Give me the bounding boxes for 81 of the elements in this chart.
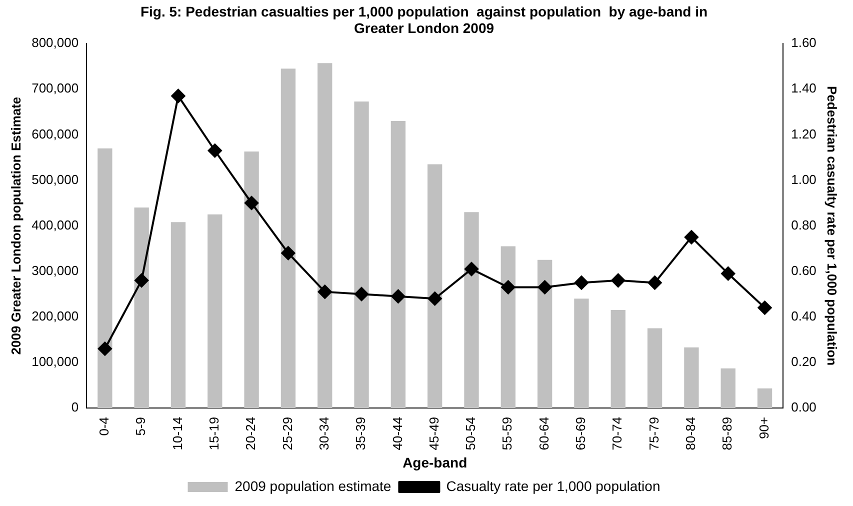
x-tick-label: 0-4 [96, 416, 112, 436]
x-tick-label: 10-14 [170, 416, 185, 450]
y-tick-label: 500,000 [32, 172, 79, 187]
x-tick-label: 30-34 [316, 416, 332, 450]
x-tick-label: 45-49 [426, 416, 442, 450]
legend-label: 2009 population estimate [234, 478, 392, 494]
x-tick-label: 55-59 [500, 416, 515, 450]
x-tick-label: 40-44 [390, 416, 405, 450]
bar [170, 222, 186, 408]
point [98, 342, 112, 356]
y2-tick-label: 0.20 [791, 354, 816, 369]
bar [208, 214, 222, 408]
bar [98, 148, 112, 408]
x-tick-label: 85-89 [720, 416, 735, 450]
point [244, 196, 259, 210]
y-tick-label: 200,000 [32, 308, 79, 324]
point [281, 246, 296, 260]
x-tick-label: 35-39 [353, 416, 368, 450]
x-tick-label: 75-79 [646, 416, 662, 450]
bar [720, 368, 736, 408]
chart-title: Fig. 5: Pedestrian casualties per 1,000 population against population by age-band in Greater London 2009 [140, 3, 708, 36]
bar [464, 212, 479, 408]
y2-tick-label: 1.00 [791, 172, 816, 187]
y2-tick-label: 1.20 [791, 126, 816, 142]
bar [500, 246, 516, 408]
x-tick-label: 50-54 [463, 416, 478, 450]
x-tick-label: 25-29 [280, 416, 295, 450]
x-tick-label: 70-74 [610, 416, 625, 450]
x-tick-label: 90+ [756, 416, 772, 440]
point [464, 262, 479, 276]
point [318, 284, 332, 299]
point [391, 289, 406, 304]
y-tick-label: 800,000 [32, 35, 79, 50]
point [208, 144, 222, 158]
point [428, 292, 442, 306]
y-tick-label: 700,000 [32, 80, 79, 96]
y-tick-label: 400,000 [32, 217, 79, 232]
x-tick-label: 15-19 [206, 416, 222, 450]
point [758, 300, 772, 315]
x-axis-title: Age-band [402, 454, 468, 470]
point [574, 276, 588, 290]
bar [244, 152, 259, 408]
x-tick-label: 60-64 [536, 416, 552, 450]
legend-label: Casualty rate per 1,000 population [446, 478, 660, 494]
y-tick-label: 100,000 [32, 354, 79, 369]
y2-tick-label: 0.60 [791, 262, 816, 278]
x-tick-label: 80-84 [683, 416, 698, 450]
y2-tick-label: 1.60 [791, 35, 816, 50]
point [684, 230, 698, 244]
x-tick-label: 5-9 [133, 416, 148, 436]
y-tick-label: 0 [71, 400, 79, 415]
bar [354, 101, 369, 408]
y-tick-label: 300,000 [32, 262, 79, 278]
x-tick-label: 20-24 [243, 416, 258, 450]
point [648, 276, 662, 290]
point [171, 88, 186, 103]
y-axis-title: 2009 Greater London population Estimate [8, 96, 24, 355]
bar [318, 63, 332, 408]
bar [280, 68, 296, 408]
point [611, 273, 626, 288]
y2-axis-title: Pedestrian casualty rate per 1,000 population [824, 86, 840, 366]
point [538, 280, 552, 294]
bar [134, 208, 149, 408]
bar [610, 310, 626, 408]
bar [390, 121, 406, 408]
y2-tick-label: 1.40 [791, 80, 816, 96]
bar [684, 347, 699, 408]
bar [647, 328, 662, 408]
point [134, 273, 149, 288]
bar [757, 388, 772, 408]
y2-tick-label: 0.80 [791, 217, 816, 232]
y-tick-label: 600,000 [32, 126, 79, 142]
point [354, 287, 369, 302]
y2-tick-label: 0.00 [791, 400, 816, 415]
point [721, 266, 736, 281]
bar [574, 298, 589, 408]
bar [537, 260, 552, 408]
bar [428, 164, 442, 408]
point [501, 280, 516, 294]
y2-tick-label: 0.40 [791, 308, 816, 324]
x-tick-label: 65-69 [573, 416, 588, 450]
